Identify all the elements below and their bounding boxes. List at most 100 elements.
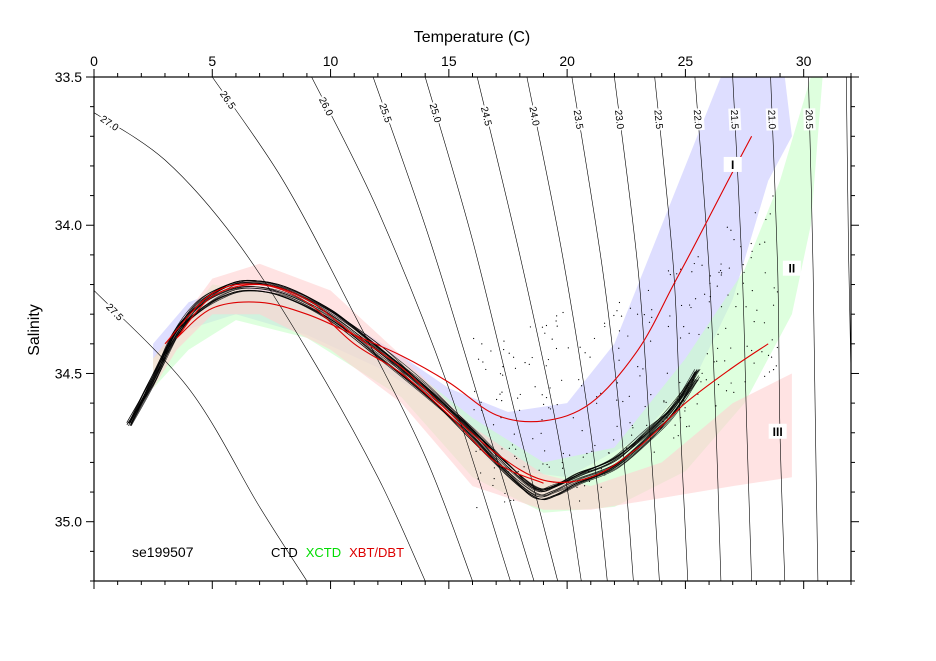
isopycnal-label: 23.0 [612, 109, 625, 130]
ctd-point [686, 426, 688, 428]
ctd-point [501, 400, 503, 402]
ctd-point [589, 356, 591, 358]
ctd-point [720, 274, 722, 276]
ctd-point [477, 478, 479, 480]
x-tick-label: 5 [208, 53, 216, 69]
ctd-point [680, 304, 683, 307]
isopycnal-label-bg [315, 93, 337, 119]
ctd-point [534, 386, 536, 388]
ctd-point [548, 466, 550, 468]
ctd-point [502, 365, 504, 368]
ctd-point [773, 287, 775, 289]
ctd-point [567, 347, 569, 349]
ctd-point [618, 330, 621, 332]
ctd-point [480, 472, 482, 474]
ctd-point [750, 257, 752, 259]
isopycnal-line [372, 77, 535, 581]
ctd-point [679, 337, 682, 339]
ctd-point [480, 401, 482, 403]
ctd-point [750, 242, 752, 245]
ctd-point [508, 447, 510, 449]
ctd-point [669, 315, 671, 317]
ctd-point [663, 400, 665, 402]
ctd-point [542, 403, 545, 405]
ctd-point [768, 371, 771, 373]
ctd-point [725, 327, 727, 329]
ctd-point [475, 450, 477, 452]
mean-curve-1 [176, 136, 753, 423]
ctd-point [620, 315, 623, 317]
ctd-point [473, 409, 475, 411]
ctd-point [547, 358, 550, 361]
ctd-point [493, 467, 495, 469]
ctd-point [618, 347, 620, 349]
ctd-point [707, 327, 709, 329]
isopycnal-label-bg [570, 107, 587, 132]
ctd-point [669, 273, 671, 276]
isopycnal-line [212, 77, 473, 581]
ctd-point [684, 407, 686, 409]
ctd-point [503, 340, 505, 342]
ctd-point [742, 263, 744, 266]
isopycnal-line [694, 77, 722, 581]
ctd-point [772, 195, 774, 197]
ctd-point [600, 468, 602, 470]
ctd-point [499, 373, 502, 375]
ctd-point [523, 466, 525, 468]
ctd-point [644, 405, 646, 408]
ctd-point [730, 382, 732, 384]
ctd-point [730, 229, 732, 231]
ctd-point [637, 366, 639, 368]
ctd-point [680, 268, 682, 270]
ctd-point [753, 321, 755, 323]
ctd-point [632, 427, 634, 429]
ctd-point [716, 360, 718, 362]
ctd-point [709, 295, 711, 298]
isopycnal-label: 22.0 [691, 109, 703, 130]
ctd-point [764, 241, 766, 243]
isopycnal-line [654, 77, 689, 581]
envelope-layer [153, 77, 823, 513]
ctd-point [544, 450, 546, 452]
ctd-point [651, 316, 653, 318]
ctd-point [691, 271, 693, 273]
isopycnal-label: 25.5 [376, 102, 393, 124]
ctd-point [569, 454, 571, 456]
isopycnal-label-bg [765, 108, 779, 131]
ctd-point [613, 314, 615, 317]
ctd-point [717, 384, 720, 386]
ctd-point [673, 437, 675, 439]
ctd-point [556, 404, 558, 406]
ctd-point [524, 362, 526, 364]
y-axis-ticks: 33.5 34.0 34.5 35.0 [55, 69, 859, 582]
ctd-point [745, 306, 747, 308]
ctd-point [647, 289, 650, 292]
x-axis-ticks: 0 5 10 15 20 25 30 [90, 53, 852, 589]
ctd-point [631, 434, 633, 436]
ctd-point [772, 368, 775, 371]
x-tick-label: 10 [323, 53, 339, 69]
ctd-point [751, 290, 753, 292]
region-label-bg [768, 423, 787, 439]
ctd-point [508, 352, 510, 354]
ctd-point [586, 452, 588, 455]
isopycnal-label-bg [478, 104, 495, 129]
ctd-point [756, 309, 758, 311]
ctd-point [720, 269, 722, 272]
ctd-point [663, 401, 665, 403]
ctd-point [616, 382, 619, 384]
isopycnal-label-bg [97, 111, 123, 135]
ctd-point [492, 484, 494, 487]
series-layer [164, 136, 769, 484]
ctd-point [764, 272, 766, 274]
ctd-point [730, 347, 732, 349]
ctd-point [720, 272, 723, 274]
ctd-point [701, 372, 703, 374]
ctd-point [713, 361, 715, 363]
ctd-point [690, 306, 692, 309]
ctd-point [650, 394, 652, 396]
ctd-point [607, 452, 610, 454]
ctd-point [684, 410, 686, 412]
ctd-point [622, 400, 624, 403]
